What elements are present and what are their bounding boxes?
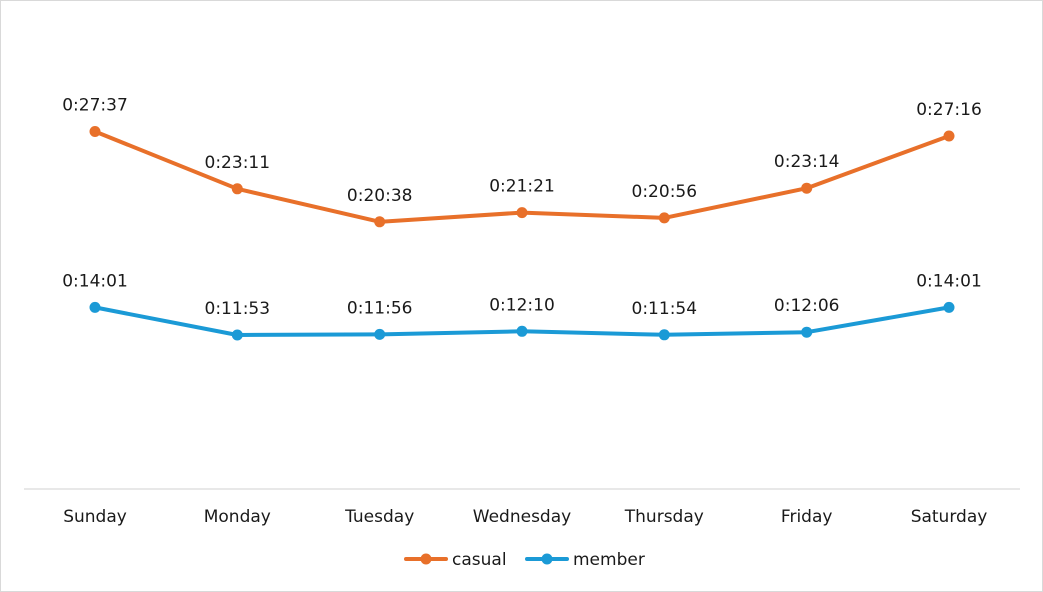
legend: casual member	[404, 550, 645, 570]
x-tick-labels: Sunday Monday Tuesday Wednesday Thursday Frid…	[63, 507, 987, 527]
data-label-member-saturday: 0:14:01	[916, 271, 982, 291]
data-label-casual-sunday: 0:27:37	[62, 96, 128, 116]
data-point-member-saturday	[943, 301, 955, 313]
data-label-casual-saturday: 0:27:16	[916, 100, 982, 120]
data-point-casual-saturday	[943, 130, 955, 142]
data-point-casual-thursday	[658, 212, 670, 224]
data-point-casual-monday	[231, 183, 243, 195]
series-layer: 0:27:37 0:23:11 0:20:38 0:21:21 0:20:56 0:23:…	[62, 96, 982, 341]
data-label-member-wednesday: 0:12:10	[489, 295, 555, 315]
data-point-member-sunday	[89, 301, 101, 313]
x-tick-label-tuesday: Tuesday	[344, 507, 414, 527]
legend-label-casual: casual	[452, 550, 507, 570]
legend-swatch-marker-casual	[420, 553, 432, 565]
legend-label-member: member	[573, 550, 645, 570]
data-label-casual-thursday: 0:20:56	[632, 182, 698, 202]
legend-item-casual: casual	[404, 550, 507, 570]
data-label-casual-monday: 0:23:11	[205, 153, 271, 173]
data-point-casual-tuesday	[374, 216, 386, 228]
data-point-member-friday	[801, 326, 813, 338]
x-tick-label-friday: Friday	[781, 507, 833, 527]
data-point-member-tuesday	[374, 328, 386, 340]
x-tick-label-sunday: Sunday	[63, 507, 127, 527]
x-tick-label-monday: Monday	[204, 507, 271, 527]
x-tick-label-wednesday: Wednesday	[473, 507, 571, 527]
data-label-casual-friday: 0:23:14	[774, 152, 840, 172]
series-member: 0:14:01 0:11:53 0:11:56 0:12:10 0:11:54 0:12:…	[62, 271, 982, 341]
data-point-casual-friday	[801, 182, 813, 194]
series-casual: 0:27:37 0:23:11 0:20:38 0:21:21 0:20:56 0:23:…	[62, 96, 982, 228]
data-point-member-monday	[231, 329, 243, 341]
data-label-member-sunday: 0:14:01	[62, 271, 128, 291]
data-label-member-tuesday: 0:11:56	[347, 298, 413, 318]
data-label-casual-wednesday: 0:21:21	[489, 177, 555, 197]
x-tick-label-saturday: Saturday	[911, 507, 988, 527]
data-point-member-thursday	[658, 329, 670, 341]
x-tick-label-thursday: Thursday	[624, 507, 704, 527]
legend-swatch-marker-member	[541, 553, 553, 565]
data-label-member-monday: 0:11:53	[205, 299, 271, 319]
data-label-member-thursday: 0:11:54	[632, 299, 698, 319]
data-point-casual-sunday	[89, 126, 101, 137]
legend-item-member: member	[525, 550, 645, 570]
data-label-member-friday: 0:12:06	[774, 296, 840, 316]
data-point-member-wednesday	[516, 325, 528, 337]
data-point-casual-wednesday	[516, 207, 528, 219]
data-label-casual-tuesday: 0:20:38	[347, 186, 413, 206]
